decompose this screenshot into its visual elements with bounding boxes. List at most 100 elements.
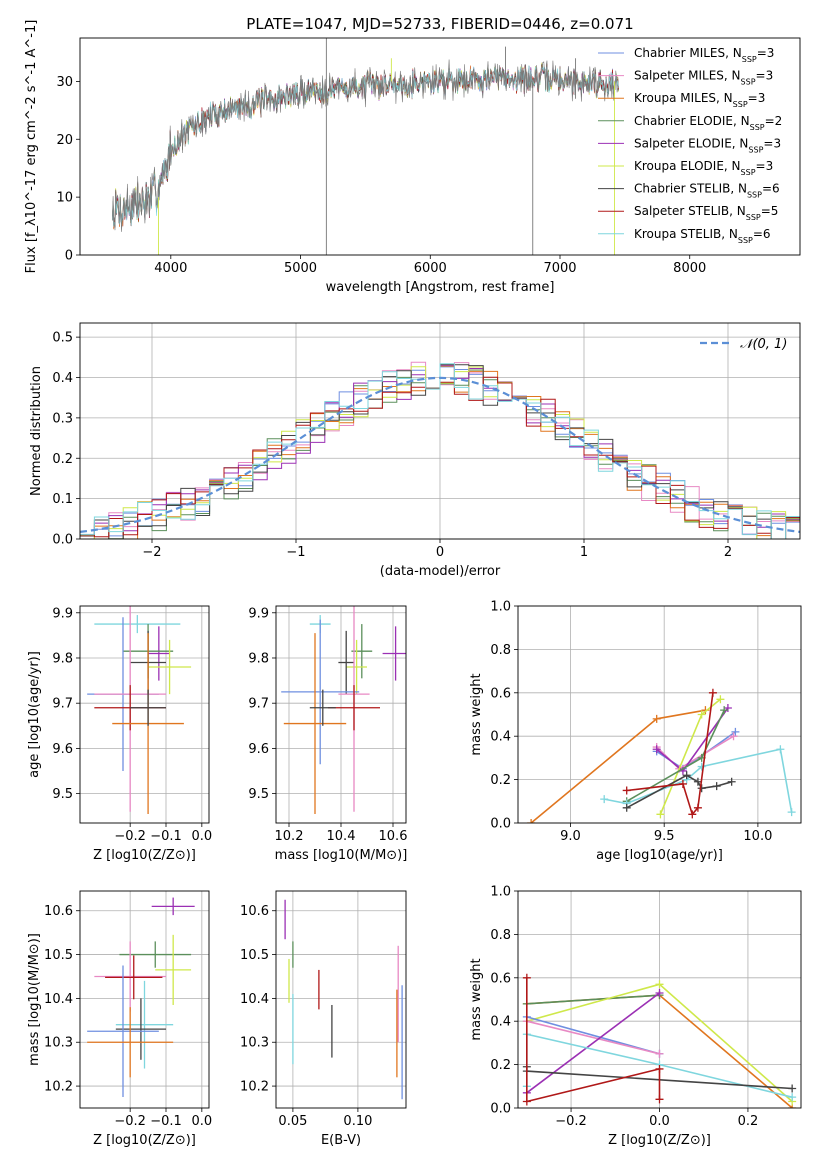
x-tick-label: −0.1 bbox=[150, 1114, 182, 1129]
weight-marker bbox=[622, 786, 631, 795]
legend-nssp: =3 bbox=[757, 46, 775, 60]
errorbar-point-chabrier-stelib bbox=[115, 998, 166, 1060]
y-tick-label: 10.3 bbox=[44, 1036, 73, 1051]
weight-marker bbox=[716, 695, 725, 704]
x-tick-label: 10.0 bbox=[743, 829, 772, 844]
panel-mass-vs-ebv: 0.05 0.10 10.2 10.3 10.4 10.5 10.6 E(B-V) bbox=[240, 890, 407, 1148]
x-tick-label: −0.2 bbox=[114, 829, 146, 844]
legend-subscript: SSP bbox=[741, 77, 756, 86]
plot-area bbox=[112, 38, 619, 255]
plot-area bbox=[87, 897, 195, 1098]
axes-overlay: −2 −1 0 1 2 0.0 0.1 0.2 0.3 0.4 0.5 (data-model)/er… bbox=[29, 322, 801, 579]
panel-mass-vs-Z: −0.2 −0.1 0.0 10.2 10.3 10.4 10.5 10.6 Z [log10(… bbox=[27, 890, 212, 1148]
y-tick-label: 10.3 bbox=[240, 1036, 269, 1051]
panel-age-vs-Z: −0.2 −0.1 0.0 9.5 9.6 9.7 9.8 9.9 Z [log10(Z/Z⊙)… bbox=[27, 605, 212, 863]
legend-nssp: =2 bbox=[765, 114, 783, 128]
y-axis-label: mass weight bbox=[469, 673, 484, 755]
y-tick-label: 1.0 bbox=[490, 885, 511, 900]
y-tick-label: 9.5 bbox=[52, 787, 73, 802]
panel-weight-vs-age: 9.0 9.5 10.0 0.0 0.2 0.4 0.6 0.8 1.0 age [log10(a… bbox=[469, 600, 802, 863]
legend-nssp: =3 bbox=[756, 69, 774, 83]
y-tick-label: 0.8 bbox=[490, 928, 511, 943]
weight-marker bbox=[655, 1095, 664, 1104]
weight-marker bbox=[720, 706, 729, 715]
histogram-kroupa-stelib bbox=[80, 363, 800, 539]
legend-label: Salpeter MILES, NSSP=3 bbox=[634, 69, 773, 87]
weight-marker bbox=[655, 1064, 664, 1073]
y-tick-label: 9.5 bbox=[248, 787, 269, 802]
legend-nssp: =3 bbox=[763, 136, 781, 150]
y-axis-label: age [log10(age/yr)] bbox=[27, 651, 42, 778]
errorbar-point-kroupa-elodie bbox=[155, 934, 192, 1005]
weight-marker bbox=[527, 819, 536, 823]
y-tick-label: 10.2 bbox=[44, 1080, 73, 1095]
plot-area bbox=[522, 973, 797, 1108]
y-tick-label: 9.7 bbox=[52, 697, 73, 712]
axes-overlay: 4000 5000 6000 7000 8000 0 10 20 30 wavelength [A… bbox=[24, 20, 801, 295]
weight-marker bbox=[693, 803, 702, 812]
x-tick-label: 5000 bbox=[284, 261, 317, 276]
legend-nssp: =3 bbox=[756, 159, 774, 173]
errorbar-point-chabrier-elodie bbox=[119, 941, 192, 968]
weight-line-chabrier-elodie bbox=[526, 994, 660, 1005]
axes-overlay: 0.05 0.10 10.2 10.3 10.4 10.5 10.6 E(B-V) bbox=[240, 890, 407, 1148]
y-tick-label: 10.6 bbox=[240, 904, 269, 919]
x-axis-label: E(B-V) bbox=[321, 1133, 361, 1148]
spectrum-line-kroupa-stelib bbox=[112, 65, 619, 227]
x-tick-label: −0.1 bbox=[150, 829, 182, 844]
weight-line-chabrier-miles bbox=[656, 731, 736, 770]
errorbar-point-chabrier-miles bbox=[87, 965, 159, 1098]
weight-marker bbox=[656, 810, 665, 819]
plot-area bbox=[527, 688, 796, 823]
legend-nssp: =3 bbox=[748, 91, 766, 105]
panel-age-vs-mass: 10.2 10.4 10.6 9.5 9.6 9.7 9.8 9.9 mass [log10(M… bbox=[248, 605, 408, 863]
y-tick-label: 0.4 bbox=[490, 730, 511, 745]
weight-marker bbox=[600, 795, 609, 804]
y-tick-label: 0.4 bbox=[52, 371, 73, 386]
x-tick-label: 4000 bbox=[154, 261, 187, 276]
axes-overlay: 9.0 9.5 10.0 0.0 0.2 0.4 0.6 0.8 1.0 age [log10(a… bbox=[469, 600, 802, 863]
legend-subscript: SSP bbox=[738, 235, 753, 244]
errorbar-point-salpeter-stelib bbox=[328, 685, 380, 731]
axes-frame bbox=[517, 605, 802, 824]
errorbar-point-chabrier-elodie bbox=[351, 624, 373, 679]
weight-marker bbox=[727, 777, 736, 786]
weight-line-salpeter-miles bbox=[526, 1020, 660, 1055]
y-axis-label: mass weight bbox=[469, 958, 484, 1040]
legend-subscript: SSP bbox=[748, 145, 763, 154]
weight-marker bbox=[682, 771, 691, 780]
y-tick-label: 0.2 bbox=[52, 452, 73, 467]
x-tick-label: 10.2 bbox=[275, 829, 304, 844]
errorbar-point-chabrier-stelib bbox=[130, 689, 166, 726]
x-tick-label: 0.10 bbox=[343, 1114, 372, 1129]
x-axis-label: Z [log10(Z/Z⊙)] bbox=[93, 1133, 196, 1148]
axes-frame bbox=[79, 605, 210, 824]
weight-marker bbox=[522, 973, 531, 982]
y-tick-label: 10.5 bbox=[240, 948, 269, 963]
y-tick-label: 0.0 bbox=[490, 1102, 511, 1117]
errorbar-point-chabrier-miles bbox=[281, 619, 360, 765]
axes-overlay: 10.2 10.4 10.6 9.5 9.6 9.7 9.8 9.9 mass [log10(M… bbox=[248, 605, 408, 863]
y-tick-label: 9.8 bbox=[52, 651, 73, 666]
legend-label-gaussian: 𝒩(0, 1) bbox=[740, 337, 787, 352]
legend-label: Kroupa STELIB, NSSP=6 bbox=[634, 227, 771, 245]
y-tick-label: 0.4 bbox=[490, 1015, 511, 1030]
errorbar-point-chabrier-stelib bbox=[309, 689, 336, 726]
legend-subscript: SSP bbox=[750, 122, 765, 131]
x-tick-label: 2 bbox=[724, 545, 732, 560]
axes-frame bbox=[79, 890, 210, 1109]
weight-marker bbox=[652, 745, 661, 754]
y-axis-label: Flux [f_λ10^-17 erg cm^-2 s^-1 A^-1] bbox=[24, 20, 39, 274]
y-tick-label: 0.2 bbox=[490, 773, 511, 788]
legend-subscript: SSP bbox=[733, 100, 748, 109]
y-axis-label: mass [log10(M/M⊙)] bbox=[27, 933, 42, 1066]
x-tick-label: 10.6 bbox=[379, 829, 408, 844]
weight-line-chabrier-stelib bbox=[626, 774, 732, 809]
weight-marker bbox=[688, 810, 697, 819]
errorbar-point-kroupa-miles bbox=[87, 1007, 174, 1078]
y-tick-label: 9.9 bbox=[52, 606, 73, 621]
x-tick-label: 6000 bbox=[414, 261, 447, 276]
legend-label: Kroupa ELODIE, NSSP=3 bbox=[634, 159, 773, 177]
x-axis-label: age [log10(age/yr)] bbox=[596, 848, 723, 863]
